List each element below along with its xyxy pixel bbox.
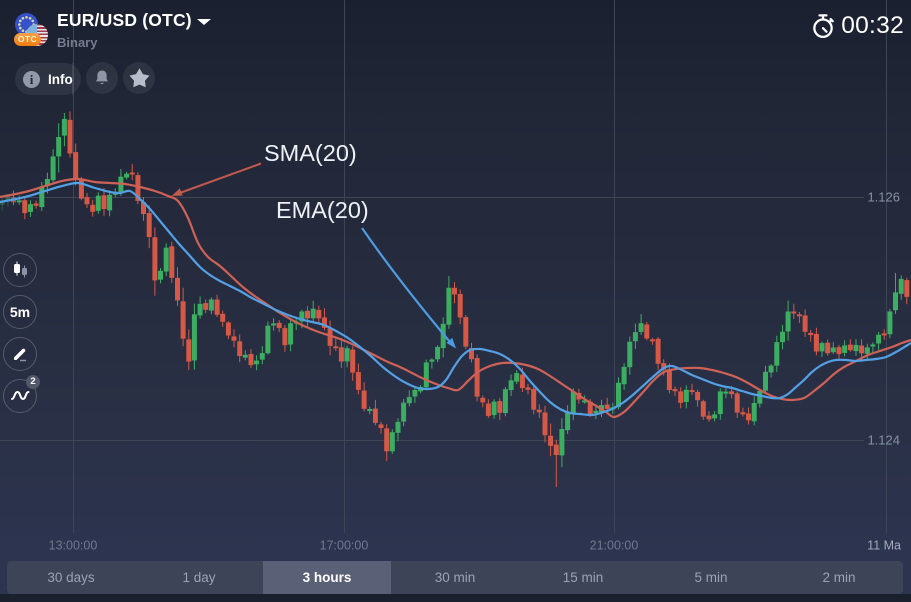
svg-text:17:00:00: 17:00:00 xyxy=(320,539,369,553)
svg-text:1.126: 1.126 xyxy=(867,190,900,205)
svg-text:SMA(20): SMA(20) xyxy=(264,140,357,166)
svg-text:11 Ma: 11 Ma xyxy=(867,539,901,553)
svg-text:21:00:00: 21:00:00 xyxy=(590,539,639,553)
svg-text:13:00:00: 13:00:00 xyxy=(49,539,98,553)
svg-text:1.124: 1.124 xyxy=(867,433,900,448)
svg-text:EMA(20): EMA(20) xyxy=(276,197,369,223)
